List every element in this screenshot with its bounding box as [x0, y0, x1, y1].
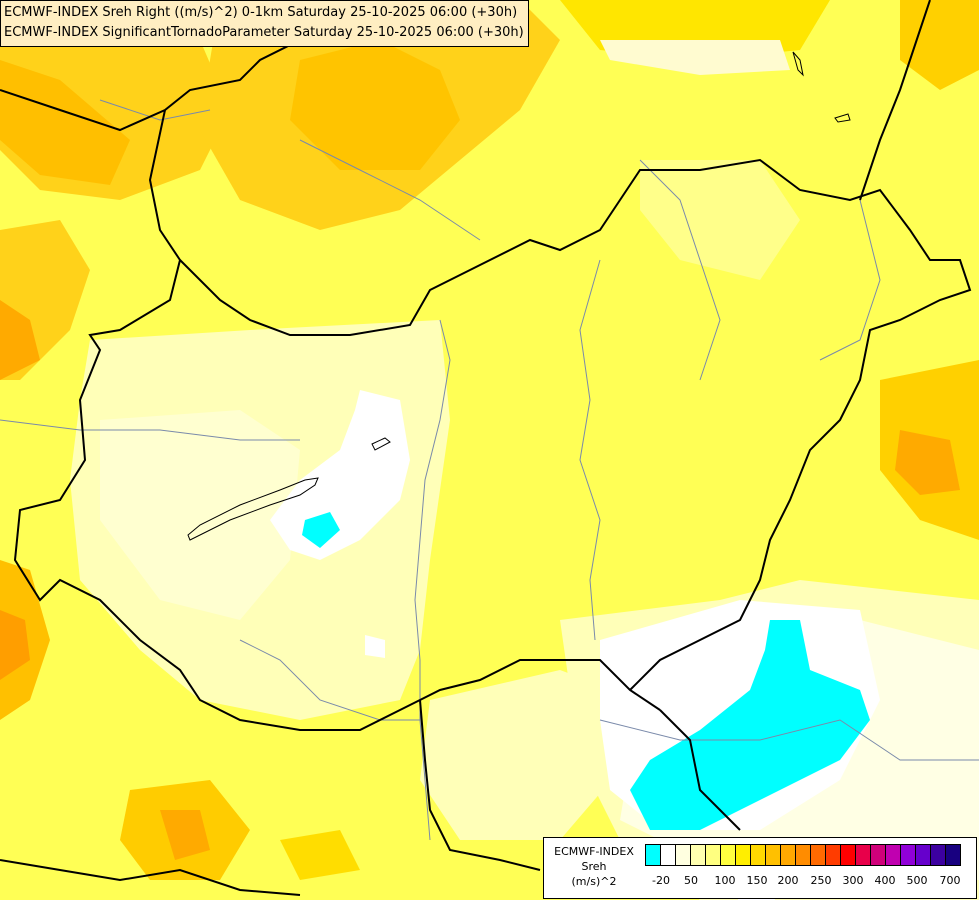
legend-tick-label: 250 [810, 874, 832, 887]
legend-swatch [885, 844, 901, 866]
legend-swatch [855, 844, 871, 866]
legend-swatch [870, 844, 886, 866]
legend-swatch [675, 844, 691, 866]
legend-swatch [900, 844, 916, 866]
legend-ticks: -20 50 100 150 200 250 300 400 500 700 [645, 874, 975, 890]
legend-swatch [660, 844, 676, 866]
legend-tick-label: 200 [777, 874, 799, 887]
legend-swatch [945, 844, 961, 866]
legend-source: ECMWF-INDEX [554, 845, 634, 858]
rivers [0, 99, 979, 841]
legend-swatch [915, 844, 931, 866]
legend-swatch [765, 844, 781, 866]
legend-tick-label: 100 [714, 874, 736, 887]
legend-swatch [705, 844, 721, 866]
legend-tick-label: 500 [906, 874, 928, 887]
legend-swatch [930, 844, 946, 866]
legend-swatch [810, 844, 826, 866]
legend-title: ECMWF-INDEX Sreh (m/s)^2 [548, 844, 640, 889]
legend-swatch [780, 844, 796, 866]
legend-tick-label: 50 [684, 874, 698, 887]
map-title-line2: ECMWF-INDEX SignificantTornadoParameter … [4, 25, 524, 40]
legend-tick-label: -20 [652, 874, 670, 887]
legend-tick-label: 400 [874, 874, 896, 887]
legend-variable: Sreh [581, 860, 607, 873]
legend-swatch [750, 844, 766, 866]
legend-swatch [795, 844, 811, 866]
lakes [187, 51, 851, 541]
legend-swatches [645, 844, 961, 866]
map-title-line1: ECMWF-INDEX Sreh Right ((m/s)^2) 0-1km S… [4, 5, 518, 20]
negative-sreh-zones [270, 390, 880, 900]
legend-swatch [825, 844, 841, 866]
legend-swatch [690, 844, 706, 866]
color-legend: ECMWF-INDEX Sreh (m/s)^2 -20 50 100 150 200 2… [543, 837, 977, 899]
legend-tick-label: 300 [842, 874, 864, 887]
legend-swatch [720, 844, 736, 866]
legend-swatch [840, 844, 856, 866]
legend-unit: (m/s)^2 [571, 875, 617, 888]
legend-swatch [645, 844, 661, 866]
legend-swatch [735, 844, 751, 866]
map-title-box: ECMWF-INDEX Sreh Right ((m/s)^2) 0-1km S… [0, 0, 529, 47]
legend-tick-label: 150 [746, 874, 768, 887]
legend-tick-label: 700 [939, 874, 961, 887]
